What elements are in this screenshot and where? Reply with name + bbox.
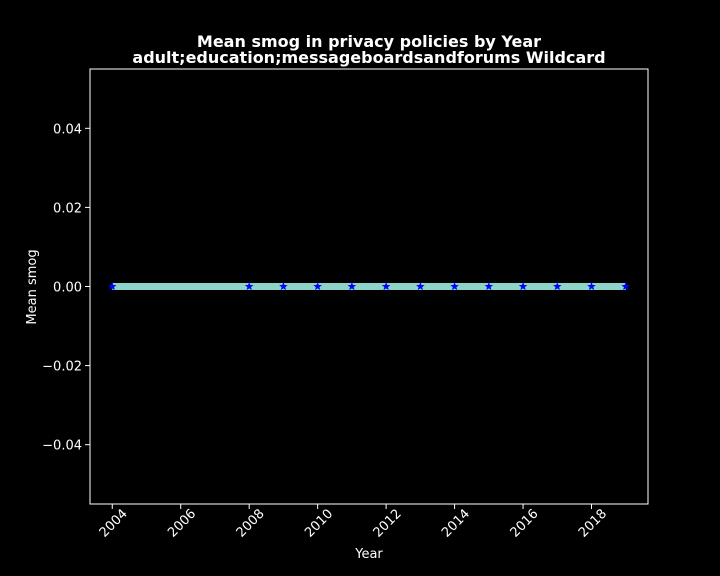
x-tick-label: 2004 bbox=[97, 507, 131, 541]
chart-title: Mean smog in privacy policies by Year bbox=[197, 32, 541, 51]
data-point bbox=[381, 282, 391, 291]
x-tick-label: 2016 bbox=[508, 507, 542, 541]
x-tick-label: 2012 bbox=[371, 507, 405, 541]
data-point bbox=[518, 282, 528, 291]
data-point bbox=[244, 282, 254, 291]
y-axis: −0.04 −0.02 0.00 0.02 0.04 bbox=[42, 122, 90, 454]
y-tick-label: −0.04 bbox=[42, 439, 82, 454]
x-tick-label: 2006 bbox=[165, 507, 199, 541]
y-tick-label: 0.02 bbox=[53, 201, 82, 216]
data-point bbox=[347, 282, 357, 291]
data-point bbox=[107, 282, 117, 291]
x-tick-label: 2014 bbox=[439, 507, 473, 541]
data-point bbox=[484, 282, 494, 291]
series-layer bbox=[107, 282, 631, 291]
data-point bbox=[313, 282, 322, 291]
y-tick-label: 0.04 bbox=[53, 122, 82, 137]
y-tick-label: −0.02 bbox=[42, 360, 82, 375]
x-tick-label: 2018 bbox=[576, 507, 610, 541]
data-point bbox=[416, 282, 425, 291]
data-point bbox=[621, 282, 631, 291]
x-axis: 2004 2006 2008 2010 2012 2014 2016 2018 bbox=[97, 504, 610, 541]
data-point bbox=[279, 282, 288, 291]
data-point bbox=[553, 282, 562, 291]
x-tick-label: 2010 bbox=[302, 507, 336, 541]
y-tick-label: 0.00 bbox=[53, 281, 82, 296]
x-axis-label: Year bbox=[354, 547, 383, 562]
chart-subtitle: adult;education;messageboardsandforums W… bbox=[132, 48, 605, 67]
x-tick-label: 2008 bbox=[234, 507, 268, 541]
y-axis-label: Mean smog bbox=[25, 249, 40, 324]
data-point bbox=[450, 282, 459, 291]
data-point bbox=[587, 282, 596, 291]
